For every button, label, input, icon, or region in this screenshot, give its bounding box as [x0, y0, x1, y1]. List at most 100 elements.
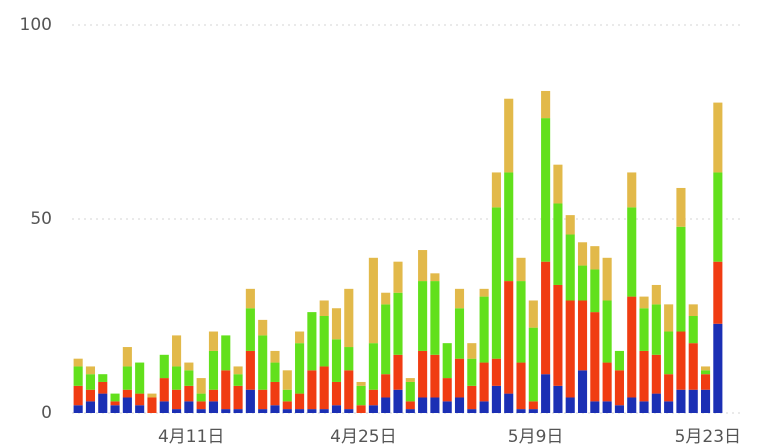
bar-segment — [159, 354, 169, 379]
bar-segment — [331, 381, 342, 406]
bar-segment — [307, 312, 317, 371]
bar-segment — [221, 370, 231, 410]
bar-segment — [147, 397, 157, 413]
bar-segment — [405, 409, 415, 413]
bar-segment — [590, 246, 600, 270]
bar-segment — [221, 335, 231, 371]
bar-segment — [405, 381, 415, 402]
bar-segment — [344, 370, 354, 410]
bar-segment — [454, 397, 465, 413]
bar-segment — [713, 261, 723, 324]
bar-segment — [73, 366, 83, 386]
bar-segment — [700, 366, 711, 371]
bar-segment — [479, 296, 489, 363]
bar-segment — [516, 257, 526, 282]
bar-segment — [565, 300, 575, 398]
bar-segment — [208, 350, 219, 390]
bar-segment — [467, 385, 477, 410]
bar-segment — [602, 362, 612, 402]
bar-segment — [442, 378, 452, 402]
bar-segment — [245, 288, 255, 309]
bar-segment — [258, 409, 268, 413]
bar-segment — [172, 389, 182, 410]
bar-segment — [368, 343, 378, 390]
bar-segment — [319, 366, 329, 410]
bar-segment — [516, 409, 526, 413]
bar-segment — [233, 385, 243, 410]
bar-segment — [258, 335, 268, 390]
bar-segment — [368, 257, 378, 344]
bar-segment — [504, 172, 514, 282]
bar-segment — [221, 409, 231, 413]
bar-segment — [565, 397, 575, 413]
bar-segment — [135, 405, 145, 413]
bar-segment — [184, 385, 194, 402]
bar-segment — [295, 393, 305, 410]
bar-segment — [454, 358, 465, 398]
bar-segment — [700, 389, 711, 413]
bar-segment — [98, 374, 108, 382]
bar-segment — [381, 292, 391, 305]
bar-segment — [381, 374, 391, 398]
bar-segment — [295, 343, 305, 394]
bar-segment — [307, 370, 317, 410]
bar-segment — [651, 393, 661, 413]
bar-segment — [553, 284, 563, 386]
bar-segment — [639, 296, 649, 309]
x-tick-label: 5月23日 — [675, 427, 741, 445]
bar-segment — [110, 405, 120, 413]
bar-segment — [676, 389, 686, 413]
bar-segment — [430, 281, 440, 355]
x-tick-label: 4月25日 — [330, 427, 396, 445]
bar-segment — [688, 304, 698, 316]
bar-segment — [208, 401, 219, 413]
bar-segment — [85, 389, 96, 402]
bar-segment — [122, 347, 132, 367]
bar-segment — [368, 389, 378, 406]
bar-segment — [245, 350, 255, 390]
bar-segment — [282, 370, 292, 390]
bar-segment — [73, 358, 83, 367]
bar-segment — [577, 265, 588, 301]
bar-segment — [479, 401, 489, 413]
bar-segment — [85, 366, 96, 375]
bar-segment — [528, 409, 538, 413]
bar-segment — [282, 389, 292, 402]
bar-segment — [627, 207, 637, 297]
bar-segment — [135, 393, 145, 406]
bar-segment — [270, 381, 280, 406]
bar-segment — [245, 308, 255, 351]
bar-segment — [282, 401, 292, 410]
bar-segment — [184, 362, 194, 371]
bar-segment — [430, 397, 440, 413]
bar-segment — [528, 327, 538, 402]
bar-segment — [98, 381, 108, 394]
bar-segment — [602, 300, 612, 363]
bar-segment — [553, 203, 563, 285]
bar-segment — [713, 172, 723, 262]
bar-segment — [344, 347, 354, 371]
bar-segment — [442, 401, 452, 413]
bar-segment — [356, 385, 366, 406]
bar-segment — [553, 164, 563, 204]
bar-segment — [700, 374, 711, 390]
bar-segment — [479, 288, 489, 297]
bar-segment — [270, 405, 280, 413]
bar-segment — [331, 308, 342, 340]
bar-segment — [258, 319, 268, 336]
bar-segment — [614, 350, 624, 371]
bar-segment — [700, 370, 711, 375]
bar-segment — [676, 226, 686, 332]
bar-segment — [454, 288, 465, 309]
bar-segment — [528, 300, 538, 328]
bar-segment — [233, 366, 243, 375]
y-tick-label: 50 — [30, 209, 52, 229]
bar-segment — [676, 331, 686, 390]
bar-segment — [344, 288, 354, 348]
bar-segment — [541, 261, 551, 375]
bar-segment — [602, 257, 612, 301]
bar-segment — [639, 308, 649, 351]
bar-segment — [381, 397, 391, 413]
bar-segment — [467, 409, 477, 413]
